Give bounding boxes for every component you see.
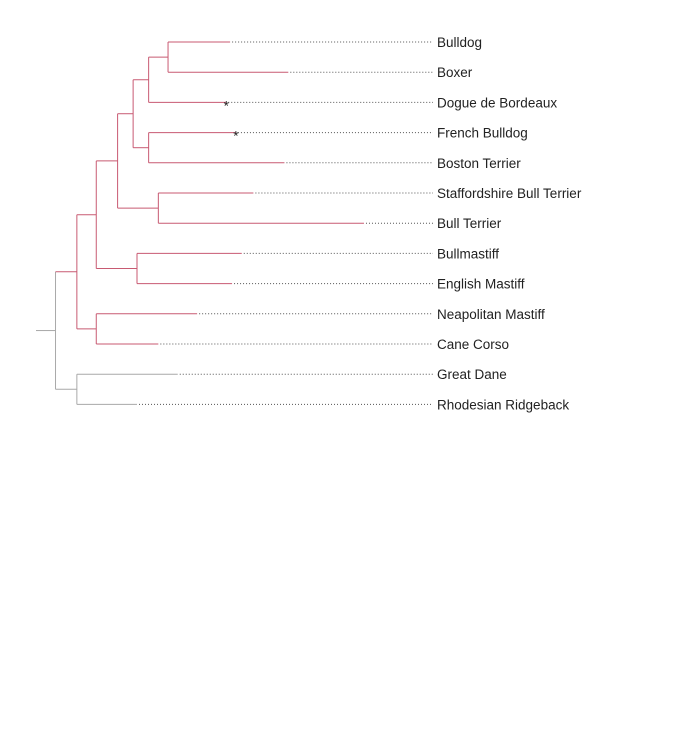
tree-branches: [36, 41, 364, 405]
label-boston-terrier: Boston Terrier: [437, 156, 521, 171]
label-boxer: Boxer: [437, 65, 473, 80]
label-great-dane: Great Dane: [437, 367, 507, 382]
marker-dogue-de-bordeaux: *: [224, 98, 230, 113]
label-rhodesian-ridgeback: Rhodesian Ridgeback: [437, 397, 569, 412]
label-bull-terrier: Bull Terrier: [437, 216, 502, 231]
leaf-markers: **: [224, 98, 240, 143]
label-english-mastiff: English Mastiff: [437, 277, 525, 292]
label-neapolitan-mastiff: Neapolitan Mastiff: [437, 307, 545, 322]
label-staffordshire-bull-terrier: Staffordshire Bull Terrier: [437, 186, 582, 201]
leader-lines: [139, 41, 433, 405]
leaf-labels: Bulldog Boxer Dogue de Bordeaux French Bull…: [437, 35, 582, 412]
label-bullmastiff: Bullmastiff: [437, 246, 499, 261]
label-cane-corso: Cane Corso: [437, 337, 509, 352]
label-dogue-de-bordeaux: Dogue de Bordeaux: [437, 95, 557, 110]
marker-french-bulldog: *: [233, 129, 239, 144]
label-french-bulldog: French Bulldog: [437, 126, 528, 141]
label-bulldog: Bulldog: [437, 35, 482, 50]
